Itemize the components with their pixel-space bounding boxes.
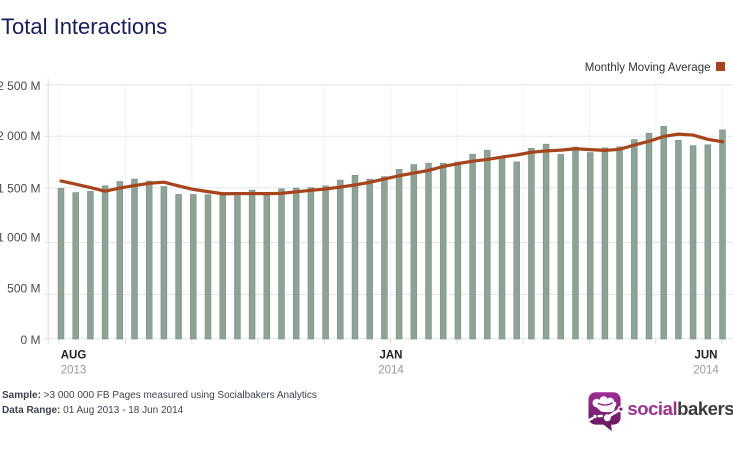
- svg-text:1 000 M: 1 000 M: [0, 230, 41, 244]
- svg-text:JAN: JAN: [379, 350, 402, 362]
- svg-text:2014: 2014: [378, 365, 404, 377]
- svg-text:JUN: JUN: [694, 350, 717, 362]
- svg-text:2014: 2014: [693, 365, 719, 377]
- svg-text:2 000 M: 2 000 M: [0, 129, 41, 143]
- svg-text:500 M: 500 M: [7, 282, 40, 296]
- svg-text:0 M: 0 M: [20, 333, 40, 347]
- svg-text:socialbakers: socialbakers: [627, 398, 733, 419]
- svg-text:2 500 M: 2 500 M: [0, 79, 41, 93]
- svg-text:1 500 M: 1 500 M: [0, 181, 41, 195]
- svg-text:AUG: AUG: [61, 350, 87, 362]
- svg-text:2013: 2013: [61, 365, 87, 377]
